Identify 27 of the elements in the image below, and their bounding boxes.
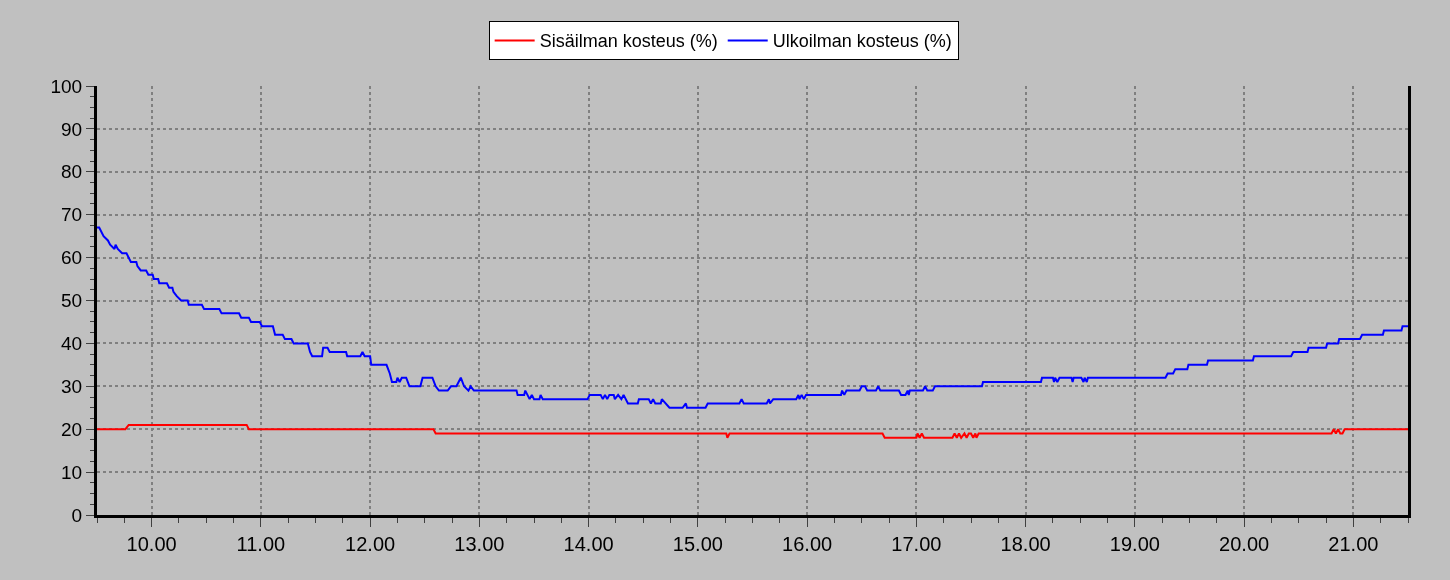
- y-tick-label: 0: [71, 504, 83, 526]
- legend-label: Sisäilman kosteus (%): [539, 31, 718, 52]
- line-series: [97, 226, 1408, 409]
- line-series: [97, 423, 1408, 439]
- y-tick-label: 50: [61, 290, 83, 312]
- x-tick-label: 11.00: [236, 533, 286, 555]
- y-tick-label: 20: [61, 418, 83, 440]
- y-tick-label: 40: [61, 333, 83, 355]
- x-tick-label: 15.00: [672, 533, 723, 555]
- y-tick-label: 10: [61, 461, 83, 483]
- x-tick-label: 10.00: [126, 533, 177, 555]
- y-tick-label: 60: [61, 247, 83, 269]
- x-tick-label: 12.00: [345, 533, 396, 555]
- y-tick-label: 100: [50, 75, 83, 97]
- x-tick-label: 17.00: [891, 533, 942, 555]
- y-tick-label: 80: [61, 161, 83, 183]
- x-tick-label: 16.00: [782, 533, 833, 555]
- x-tick-label: 20.00: [1219, 533, 1270, 555]
- x-tick-label: 13.00: [454, 533, 505, 555]
- legend-label: Ulkoilman kosteus (%): [772, 31, 952, 52]
- x-tick-label: 14.00: [563, 533, 614, 555]
- y-tick-label: 90: [61, 118, 83, 140]
- x-tick-label: 21.00: [1328, 533, 1379, 555]
- y-tick-label: 70: [61, 204, 83, 226]
- x-tick-label: 19.00: [1109, 533, 1160, 555]
- x-tick-label: 18.00: [1000, 533, 1051, 555]
- y-tick-label: 30: [61, 375, 83, 397]
